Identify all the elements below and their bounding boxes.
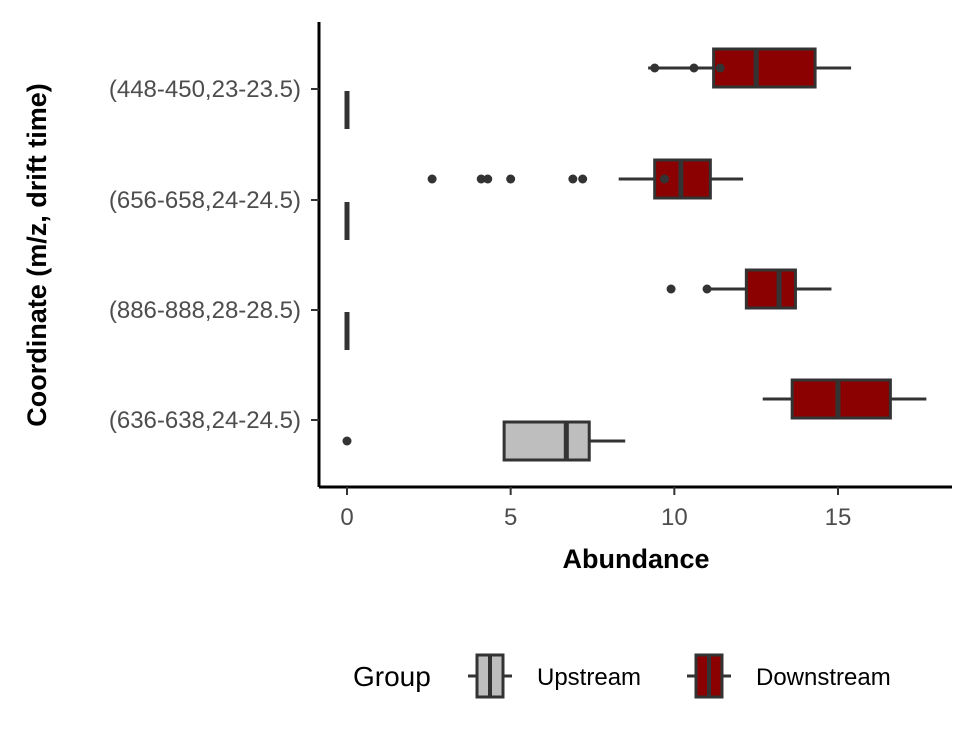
legend-item-upstream: Upstream — [468, 653, 641, 699]
y-tick-label: (636-638,24-24.5) — [109, 407, 301, 434]
box-collapsed — [344, 91, 350, 129]
x-tick-group: 0 5 10 15 — [340, 487, 851, 531]
y-tick-group: (448-450,23-23.5) (656-658,24-24.5) (886-8… — [109, 76, 319, 434]
outlier-point — [476, 174, 486, 184]
outlier-point — [578, 174, 588, 184]
outlier-point — [702, 284, 712, 294]
legend-item-downstream: Downstream — [687, 653, 891, 699]
box-collapsed — [344, 202, 350, 240]
x-axis-title: Abundance — [562, 544, 709, 574]
outlier-point — [666, 284, 676, 294]
y-tick-label: (886-888,28-28.5) — [109, 297, 301, 324]
outlier-point — [660, 174, 670, 184]
plot-marks — [342, 47, 927, 462]
legend-label: Downstream — [756, 664, 891, 691]
x-tick-label: 15 — [825, 504, 852, 531]
outlier-point — [650, 63, 660, 73]
y-tick-label: (656-658,24-24.5) — [109, 187, 301, 214]
legend-label: Upstream — [537, 664, 641, 691]
outlier-point — [568, 174, 578, 184]
box-iqr — [502, 420, 591, 462]
box-iqr — [790, 378, 892, 420]
box-collapsed — [344, 312, 350, 350]
outlier-point — [506, 174, 516, 184]
box-upstream-2 — [344, 312, 350, 350]
y-tick-label: (448-450,23-23.5) — [109, 76, 301, 103]
box-downstream-1 — [427, 158, 744, 200]
box-downstream-3 — [762, 378, 927, 420]
outlier-point — [427, 174, 437, 184]
x-tick-label: 5 — [504, 504, 517, 531]
legend: Group Upstream Downstream — [353, 653, 891, 699]
box-upstream-3 — [342, 420, 626, 462]
box-iqr — [712, 47, 817, 89]
box-upstream-1 — [344, 202, 350, 240]
box-downstream-2 — [666, 268, 832, 310]
legend-items: Upstream Downstream — [468, 653, 891, 699]
x-tick-label: 10 — [661, 504, 688, 531]
box-downstream-0 — [648, 47, 852, 89]
box-iqr — [744, 268, 797, 310]
legend-title: Group — [353, 661, 431, 692]
box-upstream-0 — [344, 91, 350, 129]
outlier-point — [342, 436, 352, 446]
y-axis-title: Coordinate (m/z, drift time) — [22, 83, 52, 427]
outlier-point — [483, 174, 493, 184]
x-tick-label: 0 — [340, 504, 353, 531]
outlier-point — [689, 63, 699, 73]
axes — [317, 22, 952, 489]
outlier-point — [715, 63, 725, 73]
